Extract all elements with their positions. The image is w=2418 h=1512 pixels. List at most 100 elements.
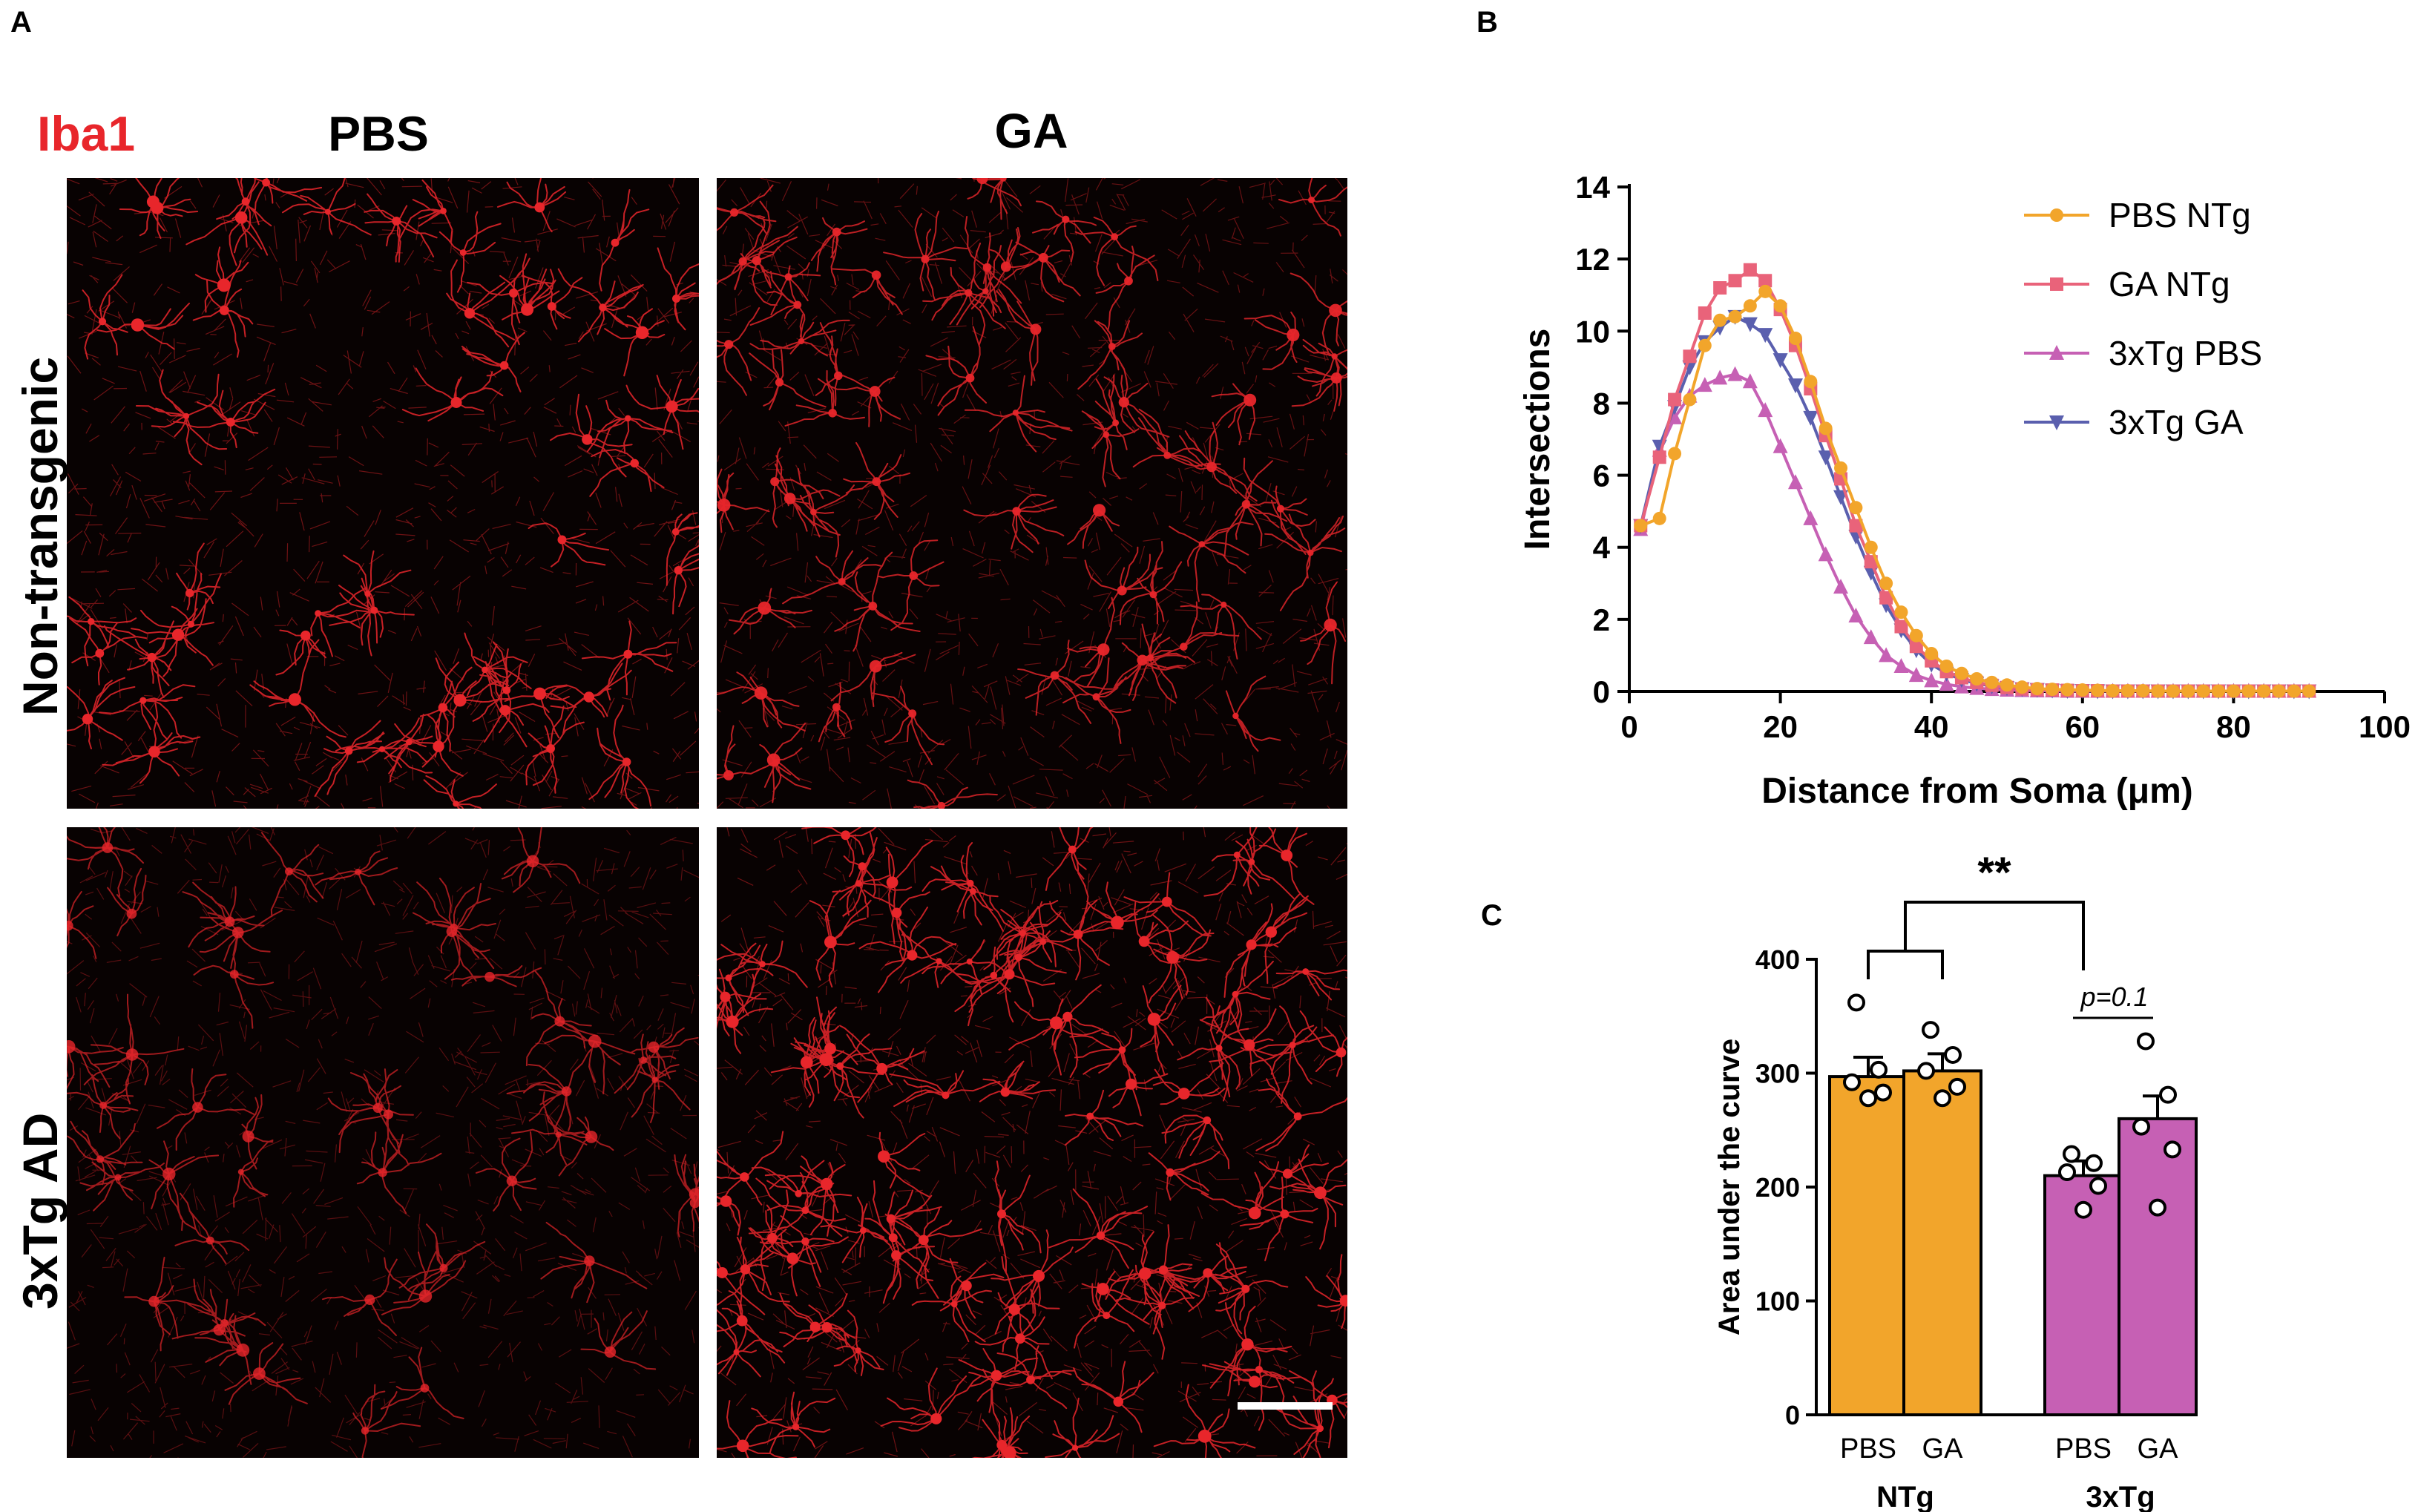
y-tick-label: 100 xyxy=(1755,1286,1800,1317)
data-point xyxy=(1948,1077,1966,1096)
data-point-pbs-ntg xyxy=(2302,684,2316,698)
legend-label: PBS NTg xyxy=(2109,196,2251,234)
data-point xyxy=(2085,1154,2103,1172)
data-point-ga-ntg xyxy=(1758,274,1773,288)
data-point-ga-ntg xyxy=(1849,519,1863,533)
data-point-pbs-ntg xyxy=(2181,684,2195,698)
data-point-pbs-ntg xyxy=(2091,683,2105,697)
data-point-pbs-ntg xyxy=(1819,421,1833,435)
legend-label: 3xTg GA xyxy=(2109,403,2244,441)
data-point-pbs-ntg xyxy=(2166,684,2180,698)
data-point xyxy=(2149,1198,2166,1217)
x-tick-label: 80 xyxy=(2216,709,2251,744)
data-point xyxy=(2089,1177,2107,1195)
series-line-3xtg-ga xyxy=(1639,315,2310,693)
data-point-3xtg-pbs xyxy=(1924,672,1939,688)
panel-label-c: C xyxy=(1481,899,1502,932)
bar-ga-3xtg xyxy=(2118,1117,2198,1416)
x-tick-label: PBS xyxy=(2055,1433,2112,1465)
data-point-pbs-ntg xyxy=(2272,684,2286,698)
x-tick-label: 60 xyxy=(2065,709,2100,744)
x-tick-label: 40 xyxy=(1914,709,1949,744)
y-tick-label: 0 xyxy=(1593,674,1610,709)
data-point-ga-ntg xyxy=(1728,274,1742,288)
data-point-pbs-ntg xyxy=(2212,684,2226,698)
group-label-ntg: NTg xyxy=(1876,1481,1934,1512)
series-pbs-ntg xyxy=(1634,284,2316,698)
auc-bar-chart: 0 100 200 300 400 Area under the curve PBS GA PB… xyxy=(1713,849,2198,1512)
data-point-pbs-ntg xyxy=(2000,678,2014,692)
data-point-pbs-ntg xyxy=(2015,680,2029,694)
legend-item-pbs-ntg: PBS NTg xyxy=(2024,196,2251,234)
x-axis-title: Distance from Soma (μm) xyxy=(1761,772,2192,811)
data-point-pbs-ntg xyxy=(1970,672,1984,686)
data-point-3xtg-pbs xyxy=(1848,608,1864,622)
group-label-3xtg: 3xTg xyxy=(2086,1481,2155,1512)
data-point-pbs-ntg xyxy=(2136,684,2150,698)
data-point-pbs-ntg xyxy=(2151,684,2165,698)
data-point-pbs-ntg xyxy=(1804,375,1818,389)
data-point-pbs-ntg xyxy=(1713,313,1727,327)
data-point-pbs-ntg xyxy=(1634,519,1648,533)
row-header-3xtg-ad: 3xTg AD xyxy=(13,1112,68,1309)
y-tick-label: 200 xyxy=(1755,1172,1800,1203)
data-point xyxy=(2137,1032,2155,1051)
data-point-pbs-ntg xyxy=(1925,647,1939,660)
x-tick-label: 0 xyxy=(1620,709,1637,744)
ntg-group-bracket xyxy=(1867,950,1944,979)
data-point xyxy=(1934,1089,1951,1108)
data-point-ga-ntg xyxy=(1683,349,1697,364)
data-point-3xtg-pbs xyxy=(1803,510,1819,525)
data-point-ga-ntg xyxy=(1909,640,1923,654)
data-point-pbs-ntg xyxy=(1879,576,1893,591)
data-point-3xtg-ga xyxy=(1773,353,1788,369)
p-value-label: p=0.1 xyxy=(2080,982,2148,1012)
x-tick-label: GA xyxy=(2138,1433,2179,1465)
data-point-3xtg-pbs xyxy=(1879,647,1894,663)
data-point-pbs-ntg xyxy=(2120,684,2135,698)
data-point-ga-ntg xyxy=(1698,306,1712,320)
data-point-pbs-ntg xyxy=(1743,299,1757,313)
data-point-ga-ntg xyxy=(1894,619,1908,634)
data-point xyxy=(1944,1045,1962,1064)
micrograph-ntg-ga xyxy=(717,178,1347,809)
data-point-3xtg-pbs xyxy=(1833,579,1849,594)
data-point xyxy=(1843,1073,1861,1091)
bar-pbs-ntg xyxy=(1828,1075,1908,1416)
data-point-ga-ntg xyxy=(1652,450,1666,464)
legend-item-ga-ntg: GA NTg xyxy=(2024,265,2230,303)
data-point-3xtg-ga xyxy=(1758,328,1773,344)
data-point-pbs-ntg xyxy=(1698,338,1712,352)
data-point-pbs-ntg xyxy=(1728,309,1742,323)
y-tick-label: 400 xyxy=(1755,944,1800,975)
data-point xyxy=(2159,1085,2177,1104)
data-point-pbs-ntg xyxy=(2030,682,2044,696)
data-point-ga-ntg xyxy=(1713,281,1727,295)
data-point-ga-ntg xyxy=(1668,392,1682,407)
data-point xyxy=(1917,1062,1935,1080)
data-point-pbs-ntg xyxy=(1894,605,1908,619)
data-point-3xtg-pbs xyxy=(1758,402,1773,418)
legend-item-3xtg-pbs: 3xTg PBS xyxy=(2024,334,2262,372)
y-axis-title: Area under the curve xyxy=(1713,1039,1746,1335)
data-point-3xtg-pbs xyxy=(1893,658,1909,673)
legend-label: 3xTg PBS xyxy=(2109,334,2262,372)
data-point-3xtg-pbs xyxy=(1697,377,1712,392)
data-point-3xtg-pbs xyxy=(1863,629,1879,645)
scale-bar xyxy=(1238,1402,1333,1410)
legend-marker xyxy=(2050,277,2063,291)
x-tick-label: PBS xyxy=(1840,1433,1896,1465)
panel-label-a: A xyxy=(10,6,32,39)
y-tick-label: 300 xyxy=(1755,1059,1800,1089)
legend-label: GA NTg xyxy=(2109,265,2230,303)
y-tick-label: 0 xyxy=(1785,1400,1800,1430)
stain-label: Iba1 xyxy=(37,106,136,161)
series-ga-ntg xyxy=(1634,263,2316,698)
y-tick-label: 12 xyxy=(1575,242,1610,277)
data-point-pbs-ntg xyxy=(1788,332,1802,345)
significance-stars: ** xyxy=(1977,849,2011,897)
data-point xyxy=(1847,993,1865,1012)
series-line-ga-ntg xyxy=(1639,268,2310,693)
y-tick-label: 10 xyxy=(1575,314,1610,349)
micrograph-3xtg-pbs xyxy=(67,827,699,1458)
